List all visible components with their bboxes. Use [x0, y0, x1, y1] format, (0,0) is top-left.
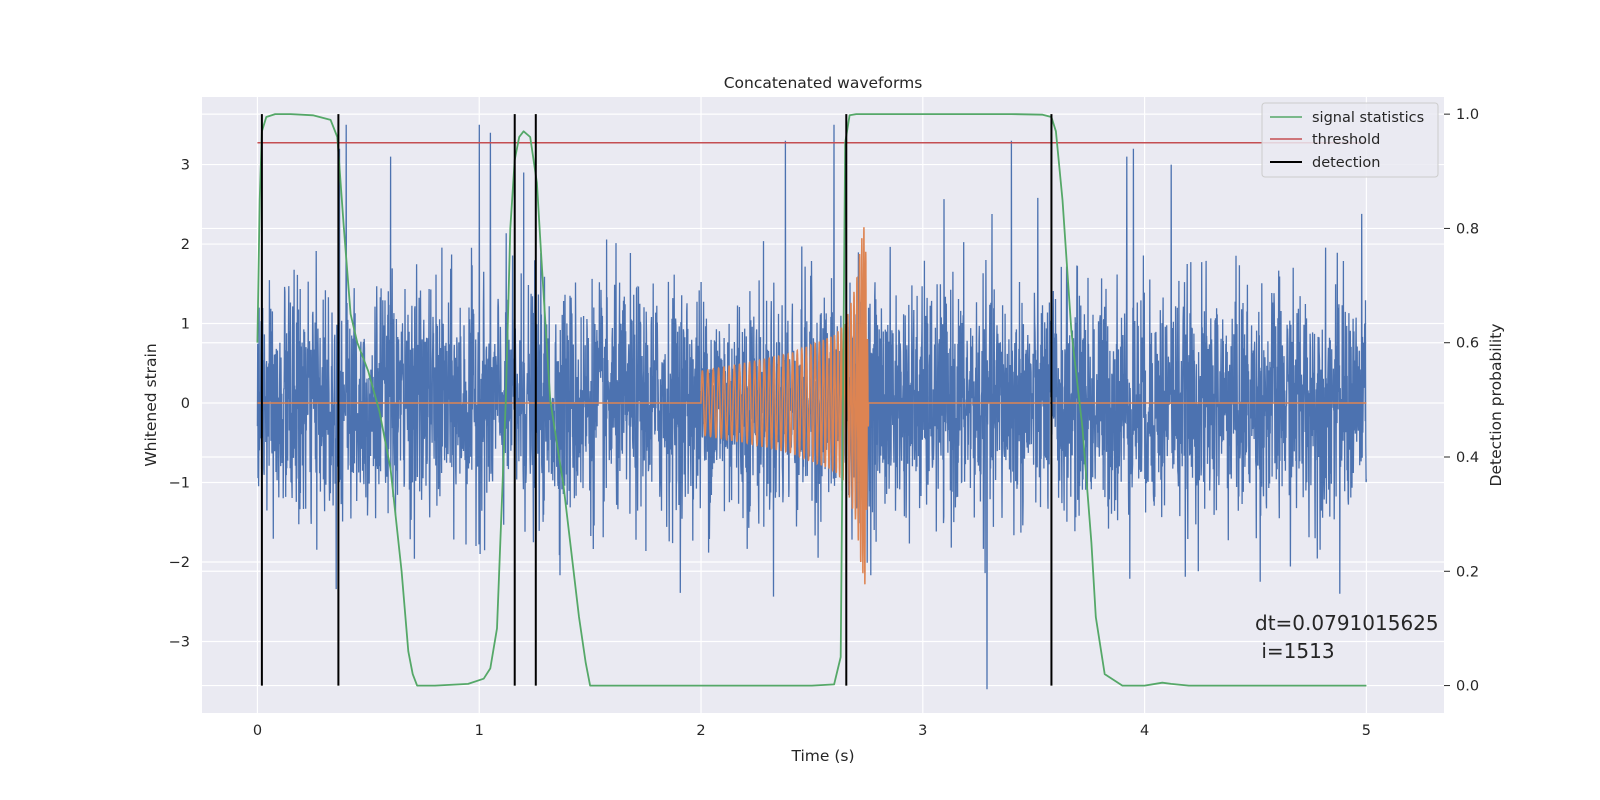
y-tick-label: 3	[181, 158, 190, 174]
x-tick-label: 4	[1140, 723, 1149, 739]
x-tick-label: 0	[253, 723, 262, 739]
y-tick-label: 0	[181, 396, 190, 412]
y2-tick-label: 0.8	[1456, 221, 1479, 237]
y-tick-label: 2	[181, 237, 190, 253]
y-tick-label: −3	[169, 634, 190, 650]
y2-tick-label: 1.0	[1456, 107, 1479, 123]
series-signal-statistics	[256, 113, 1367, 687]
chart-title: Concatenated waveforms	[724, 74, 923, 92]
series-injected-waveform	[257, 227, 1367, 585]
y2-tick-label: 0.0	[1456, 679, 1479, 695]
y-tick-label: −1	[169, 475, 190, 491]
annotation-dt: dt=0.0791015625	[1255, 611, 1439, 635]
x-tick-label: 2	[696, 723, 705, 739]
y2-axis-label: Detection probability	[1487, 324, 1505, 487]
y-tick-label: 1	[181, 317, 190, 333]
x-tick-label: 1	[475, 723, 484, 739]
y2-tick-label: 0.4	[1456, 450, 1479, 466]
y-axis-label: Whitened strain	[142, 343, 160, 466]
x-tick-label: 3	[918, 723, 927, 739]
y-tick-label: −2	[169, 555, 190, 571]
legend-label-signal-statistics: signal statistics	[1312, 110, 1424, 126]
legend-label-threshold: threshold	[1312, 132, 1380, 148]
plot-content	[256, 113, 1368, 690]
annotation-i: i=1513	[1255, 639, 1335, 663]
legend-label-detection: detection	[1312, 155, 1380, 171]
axes: 0 1 2 3 4 5 −3 −2 −1 0 1 2 3 0.0 0.2 0.4 0.6 0.8 1.0	[169, 107, 1479, 739]
x-axis-label: Time (s)	[790, 747, 854, 765]
x-tick-label: 5	[1362, 723, 1371, 739]
y2-tick-label: 0.6	[1456, 336, 1479, 352]
legend-box	[1261, 102, 1439, 178]
y2-tick-label: 0.2	[1456, 564, 1479, 580]
legend: signal statistics threshold detection	[1261, 102, 1439, 178]
